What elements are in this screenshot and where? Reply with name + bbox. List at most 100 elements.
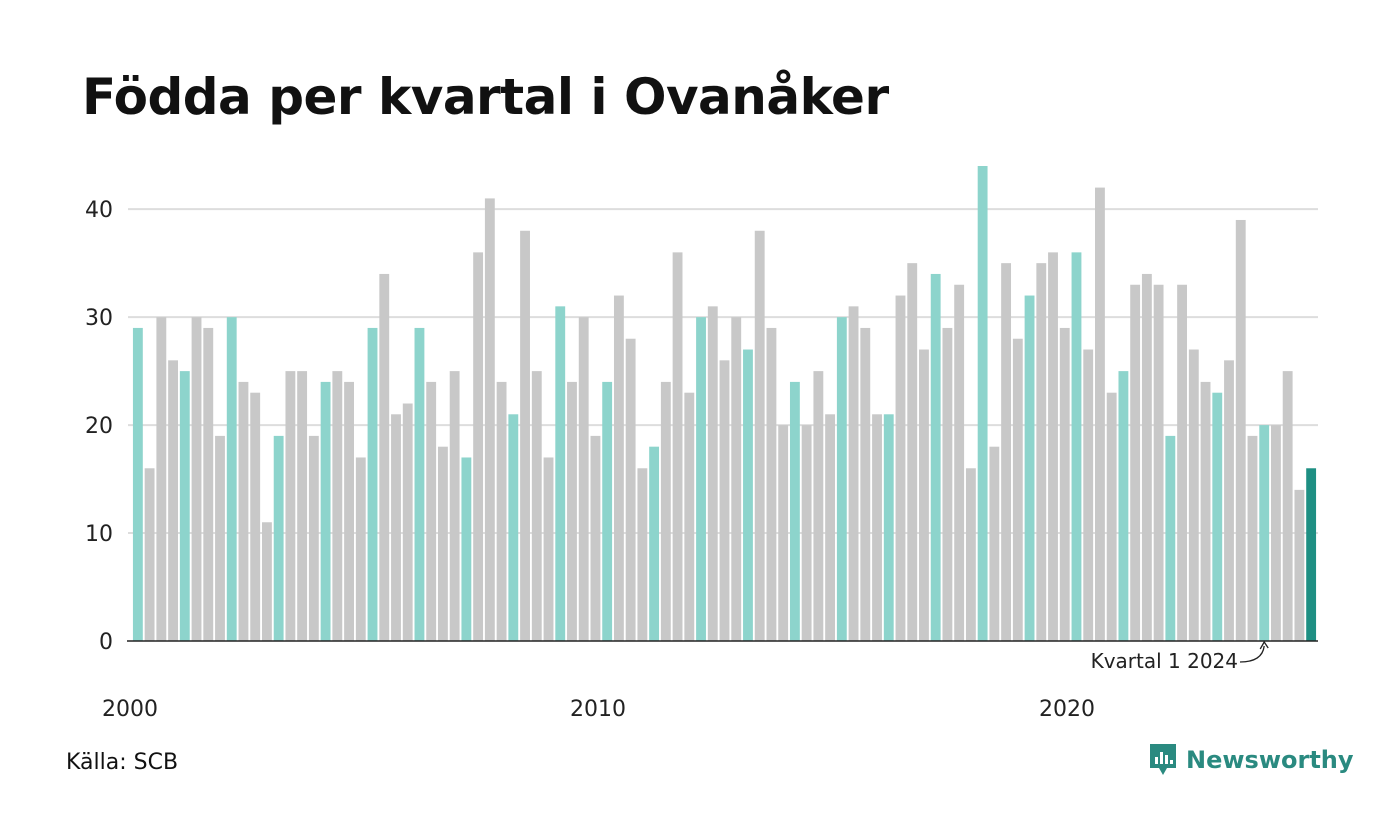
bar [625, 338, 636, 641]
brand-name: Newsworthy [1186, 746, 1354, 774]
bar [226, 317, 237, 641]
bar [977, 166, 988, 641]
bar [930, 273, 941, 641]
bar [355, 457, 366, 641]
bar [1200, 381, 1211, 641]
bar [872, 414, 882, 641]
bar [1212, 392, 1223, 641]
bar-chart: 0 10 20 30 40 2000 2010 2020 Kvartal 1 2024 [85, 166, 1318, 722]
bar [508, 414, 519, 641]
source-note: Källa: SCB [66, 750, 179, 775]
x-tick-label: 2000 [102, 697, 158, 722]
bar [860, 327, 871, 641]
bar [332, 371, 343, 641]
bar [344, 381, 354, 641]
bar [1141, 273, 1152, 641]
bars [132, 166, 1317, 642]
bar [1024, 295, 1035, 641]
axes: 0 10 20 30 40 2000 2010 2020 [85, 198, 1318, 722]
bar [531, 371, 542, 641]
bar [1177, 284, 1188, 641]
bar [590, 435, 601, 641]
bar [156, 317, 167, 641]
bar [144, 468, 155, 641]
y-tick-label: 40 [85, 198, 113, 223]
bar [414, 327, 425, 641]
bar [1282, 371, 1293, 641]
bar [602, 381, 613, 641]
bar [1294, 489, 1305, 641]
y-tick-label: 30 [85, 306, 113, 331]
bar [942, 327, 953, 641]
bar [989, 446, 1000, 641]
bar [203, 327, 214, 641]
bar [836, 317, 847, 641]
bar [1306, 468, 1317, 641]
bar [367, 327, 378, 641]
bar [707, 306, 718, 641]
bar [743, 349, 753, 641]
bar [308, 435, 319, 641]
bar [1001, 263, 1012, 641]
bar [801, 425, 812, 641]
bar [1153, 284, 1164, 641]
bar [637, 468, 648, 641]
bar [696, 317, 706, 641]
bar [789, 381, 800, 641]
x-tick-label: 2010 [570, 697, 626, 722]
bar [238, 381, 249, 641]
bar [297, 371, 308, 641]
bar [649, 446, 660, 641]
bar [391, 414, 401, 641]
bar [660, 381, 671, 641]
bar [379, 273, 390, 641]
bar [1118, 371, 1129, 641]
bar [484, 198, 495, 642]
bar [250, 392, 261, 641]
bar [731, 317, 742, 641]
bar [754, 230, 765, 642]
y-tick-label: 0 [99, 630, 113, 655]
bar [825, 414, 836, 641]
bar [965, 468, 976, 641]
bar [132, 327, 143, 641]
bar [1224, 360, 1234, 641]
bar [1083, 349, 1094, 641]
annotation-arrow [1239, 645, 1265, 663]
bar [613, 295, 624, 641]
bar [285, 371, 296, 641]
y-tick-label: 10 [85, 522, 113, 547]
bar [1188, 349, 1199, 641]
bar [215, 435, 225, 641]
bar [567, 381, 577, 641]
bar [1247, 435, 1258, 641]
y-tick-label: 20 [85, 414, 113, 439]
bar [402, 403, 413, 641]
bar [1071, 252, 1082, 641]
bar [1106, 392, 1117, 641]
bar [766, 327, 777, 641]
chart-title: Födda per kvartal i Ovanåker [82, 68, 889, 126]
bar [813, 371, 824, 641]
annotation-label: Kvartal 1 2024 [1091, 649, 1238, 673]
bar [907, 263, 918, 641]
bar [1012, 338, 1023, 641]
bar [449, 371, 460, 641]
bar [168, 360, 178, 641]
bar [555, 306, 566, 641]
bar [578, 317, 589, 641]
bar [1095, 187, 1105, 641]
bar [919, 349, 929, 641]
bar [543, 457, 554, 641]
bar [273, 435, 284, 641]
bar [320, 381, 331, 641]
bar [1130, 284, 1141, 641]
brand-logo: Newsworthy [1148, 742, 1354, 778]
bar [520, 230, 530, 642]
bar [437, 446, 448, 641]
bar [1235, 219, 1246, 641]
bar [461, 457, 472, 641]
bar [426, 381, 437, 641]
bar [1259, 425, 1270, 641]
bar [473, 252, 484, 641]
